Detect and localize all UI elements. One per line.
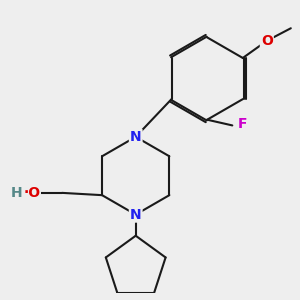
Text: N: N <box>130 208 142 222</box>
Text: ·O: ·O <box>23 186 40 200</box>
Text: H: H <box>11 186 22 200</box>
Text: N: N <box>130 130 142 144</box>
Text: O: O <box>261 34 273 48</box>
Text: F: F <box>238 117 247 131</box>
